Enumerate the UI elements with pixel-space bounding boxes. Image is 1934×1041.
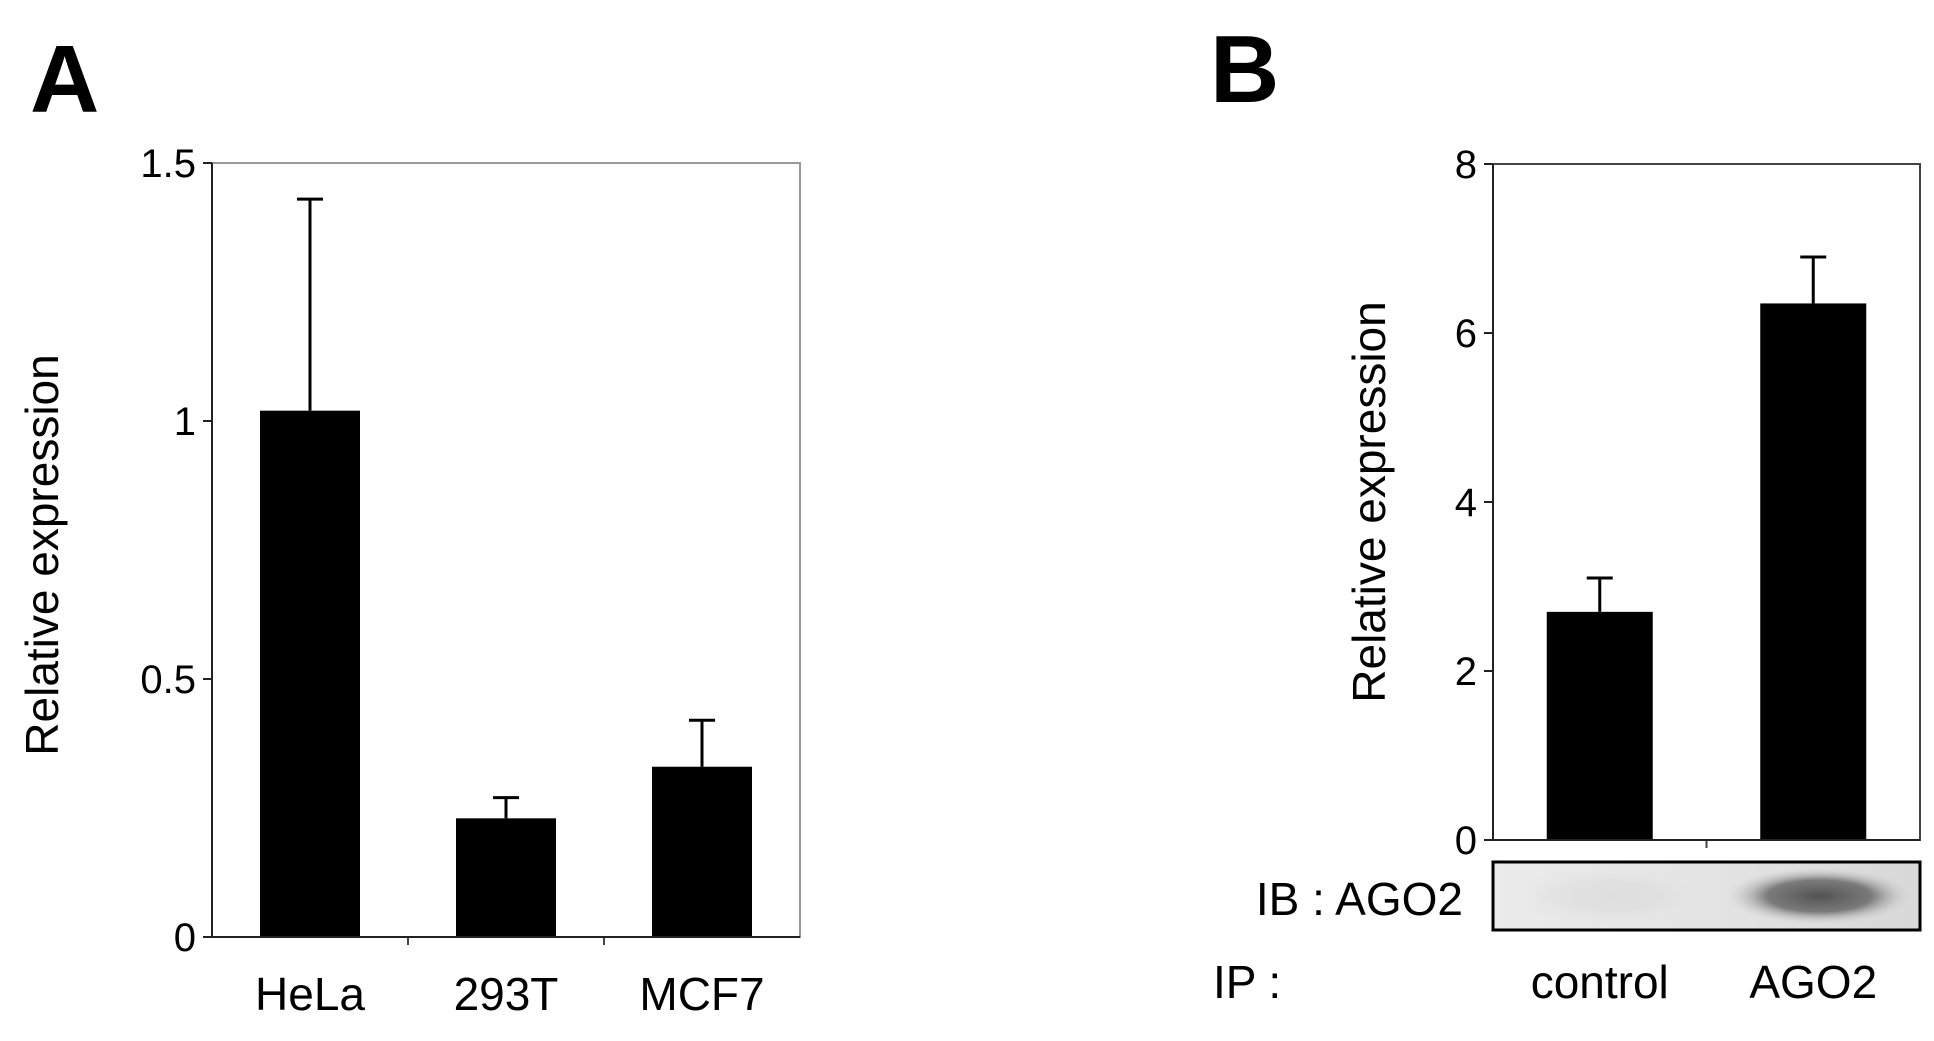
category-label-control: control: [1531, 956, 1669, 1008]
bar-ago2: [1760, 303, 1867, 840]
chart-a-y-axis-title: Relative expression: [16, 354, 68, 755]
blot-bands: [1510, 867, 1915, 925]
western-blot: IB : AGO2 IP : control AGO2: [1213, 860, 1922, 1008]
chart-a-bars: [260, 197, 752, 945]
panel-label-b: B: [1210, 16, 1279, 123]
category-label-293t: 293T: [454, 968, 559, 1020]
bar-293t: [456, 818, 556, 937]
y-tick-label: 1: [174, 400, 196, 444]
y-tick-label: 2: [1455, 650, 1477, 694]
y-tick-label: 6: [1455, 312, 1477, 356]
blot-ib-label: IB : AGO2: [1256, 873, 1463, 925]
y-tick-label: 8: [1455, 143, 1477, 187]
category-label-ago2: AGO2: [1749, 956, 1877, 1008]
bar-control: [1546, 611, 1653, 840]
chart-b: 0 2 4 6 8 Relative expression: [1343, 143, 1921, 863]
bar-mcf7: [652, 766, 752, 937]
y-tick-label: 0: [1455, 819, 1477, 863]
blot-band-ago2: [1724, 867, 1915, 925]
category-label-hela: HeLa: [255, 968, 365, 1020]
chart-a-categories: HeLa 293T MCF7: [255, 968, 765, 1020]
y-tick-label: 1.5: [140, 142, 196, 186]
bar-hela: [260, 410, 360, 937]
blot-ip-label: IP :: [1213, 956, 1281, 1008]
y-tick-label: 0: [174, 916, 196, 960]
panel-label-a: A: [30, 26, 99, 133]
y-tick-label: 0.5: [140, 658, 196, 702]
chart-b-bars: [1546, 255, 1867, 848]
chart-a: 0 0.5 1 1.5 HeLa 293T MCF7 Relative expressio…: [16, 142, 801, 1020]
chart-b-y-ticks: 0 2 4 6 8: [1455, 143, 1493, 863]
chart-b-categories: control AGO2: [1531, 956, 1877, 1008]
blot-band-control: [1510, 867, 1701, 925]
chart-b-y-axis-title: Relative expression: [1343, 301, 1395, 702]
category-label-mcf7: MCF7: [639, 968, 764, 1020]
chart-a-y-ticks: 0 0.5 1 1.5: [140, 142, 212, 960]
y-tick-label: 4: [1455, 481, 1477, 525]
